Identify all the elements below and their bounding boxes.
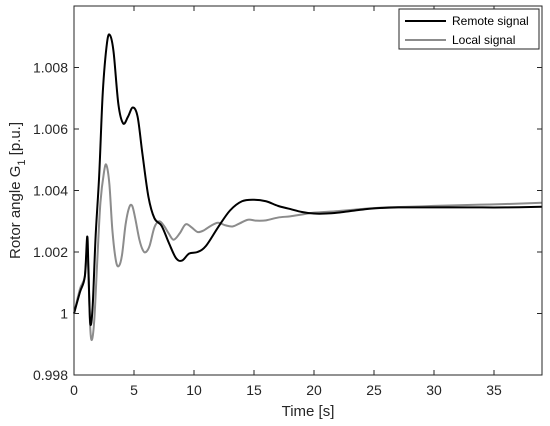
y-axis-label: Rotor angle G1 [p.u.]: [7, 122, 28, 259]
x-tick-label: 25: [366, 382, 382, 398]
y-tick-label: 0.998: [33, 367, 68, 383]
y-tick-label: 1.002: [33, 244, 68, 260]
x-tick-label: 35: [486, 382, 502, 398]
y-tick-label: 1.004: [33, 183, 68, 199]
y-tick-label: 1.008: [33, 60, 68, 76]
legend: Remote signal Local signal: [398, 8, 540, 50]
x-tick-label: 10: [186, 382, 202, 398]
x-tick-label: 0: [70, 382, 78, 398]
x-tick-label: 15: [246, 382, 262, 398]
x-tick-label: 20: [306, 382, 322, 398]
x-axis-label: Time [s]: [282, 403, 335, 420]
x-tick-label: 30: [426, 382, 442, 398]
series-line-remote-signal: [73, 33, 543, 327]
y-axis-label-unit: [p.u.]: [7, 122, 24, 160]
x-axis: 0 5 10 15 20 25 30 35: [70, 6, 502, 398]
y-axis-label-subscript: 1: [16, 160, 28, 166]
plot-lines: [73, 33, 543, 342]
y-axis: 0.998 1 1.002 1.004 1.006 1.008: [33, 60, 542, 383]
y-tick-label: 1: [60, 306, 68, 322]
legend-label-remote-signal: Remote signal: [452, 14, 529, 28]
legend-label-local-signal: Local signal: [452, 33, 515, 47]
y-axis-label-main: Rotor angle G: [7, 166, 24, 259]
y-tick-label: 1.006: [33, 121, 68, 137]
x-tick-label: 5: [130, 382, 138, 398]
legend-box: [398, 8, 540, 50]
